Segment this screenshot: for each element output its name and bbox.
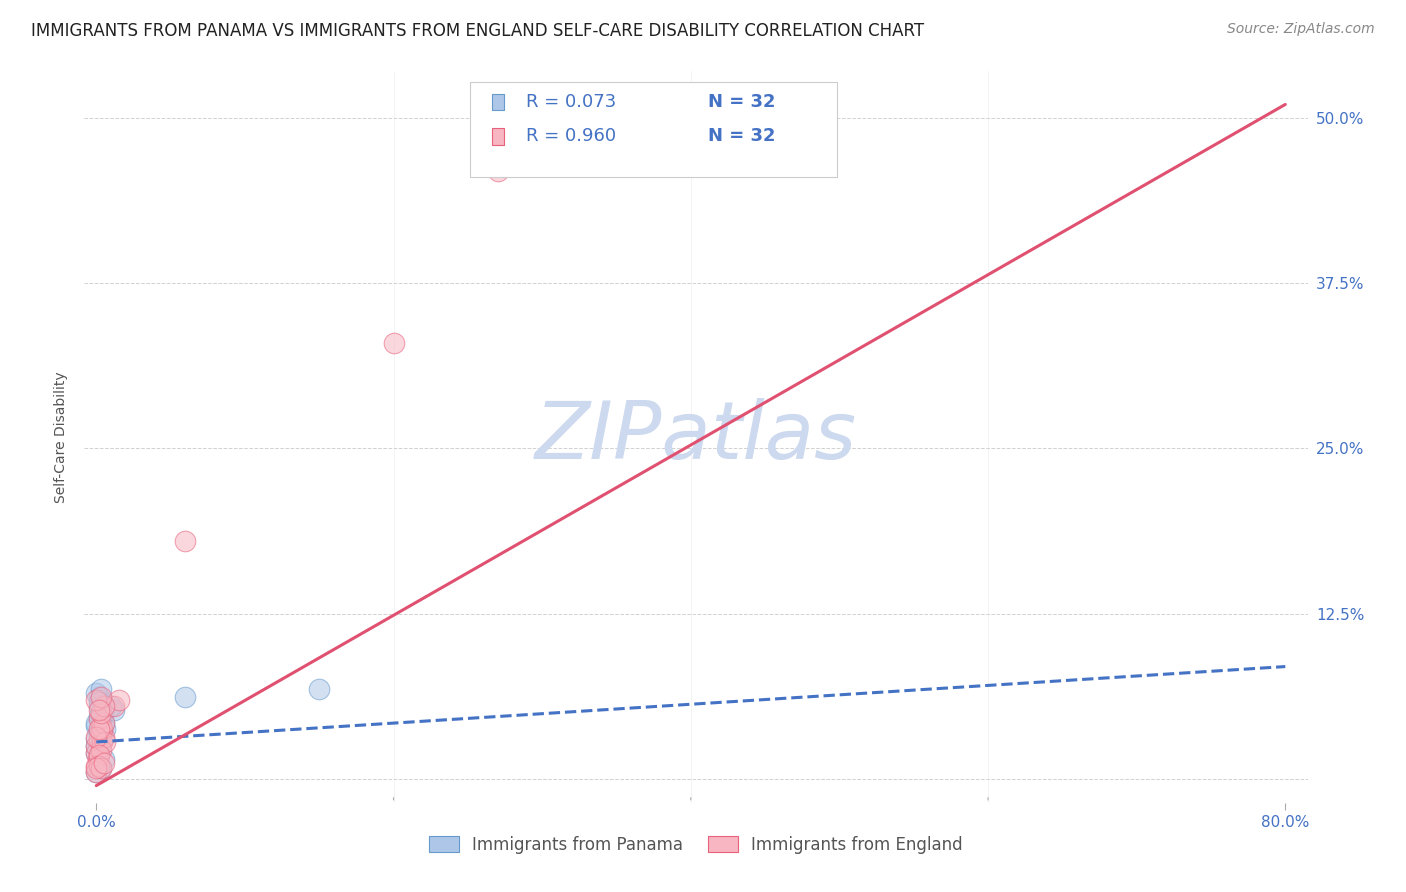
Text: ZIPatlas: ZIPatlas [534,398,858,476]
Point [90,706,112,720]
Point [93,716,115,731]
Point [89,690,111,704]
Point [308,681,330,696]
Point [93,756,115,771]
FancyBboxPatch shape [470,82,837,178]
Point [84,719,107,733]
Point [90,732,112,747]
Point [103,703,125,717]
Text: N = 32: N = 32 [709,93,776,112]
Point [84,716,107,731]
Text: R = 0.073: R = 0.073 [526,93,616,112]
Point [87,752,110,766]
Point [84,758,107,772]
Point [90,761,112,775]
Point [90,713,112,727]
Point [91,722,114,736]
Point [90,690,112,704]
Point [90,706,112,720]
Point [84,732,107,747]
Text: N = 32: N = 32 [709,128,776,145]
Point [84,761,107,775]
Point [89,722,111,736]
Point [91,722,114,736]
Point [84,739,107,753]
Point [91,735,114,749]
Point [90,735,112,749]
Point [93,752,115,766]
Point [93,730,115,744]
Point [89,703,111,717]
Point [174,533,197,548]
Point [89,695,111,709]
Point [91,708,114,723]
Point [90,719,112,733]
Point [84,765,107,780]
Point [94,722,117,736]
Point [93,703,115,717]
Point [89,725,111,739]
Point [89,699,111,714]
Text: IMMIGRANTS FROM PANAMA VS IMMIGRANTS FROM ENGLAND SELF-CARE DISABILITY CORRELATI: IMMIGRANTS FROM PANAMA VS IMMIGRANTS FRO… [31,22,924,40]
Point [89,758,111,772]
Point [90,743,112,757]
Point [84,746,107,760]
Bar [492,128,503,145]
Point [84,686,107,700]
Point [107,692,129,706]
Point [90,681,112,696]
Point [382,335,405,350]
Point [93,699,115,714]
Point [100,699,122,714]
Point [89,758,111,772]
Text: R = 0.960: R = 0.960 [526,128,616,145]
Point [94,735,117,749]
Y-axis label: Self-Care Disability: Self-Care Disability [55,371,69,503]
Text: Source: ZipAtlas.com: Source: ZipAtlas.com [1227,22,1375,37]
Point [89,708,111,723]
Point [91,695,114,709]
Legend: Immigrants from Panama, Immigrants from England: Immigrants from Panama, Immigrants from … [422,829,970,860]
Point [84,739,107,753]
Point [90,761,112,775]
Point [90,692,112,706]
Point [486,163,509,178]
Point [89,732,111,747]
Point [87,743,110,757]
Point [89,713,111,727]
Point [84,692,107,706]
Point [89,748,111,763]
Bar [492,94,503,110]
Point [93,716,115,731]
Point [174,690,197,704]
Point [84,730,107,744]
Point [84,765,107,780]
Point [103,699,125,714]
Point [90,725,112,739]
Point [84,746,107,760]
